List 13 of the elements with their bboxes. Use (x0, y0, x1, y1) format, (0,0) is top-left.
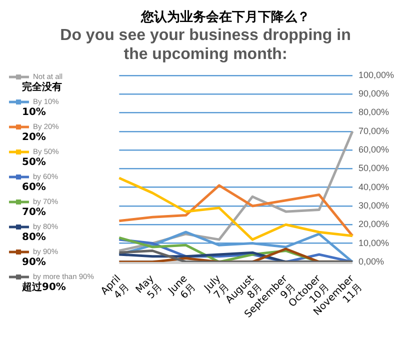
y-tick-label: 70,00% (358, 126, 389, 136)
chart-subtitle: Do you see your business dropping in the upcoming month: (59, 26, 352, 64)
y-tick-label: 60,00% (358, 144, 389, 154)
y-tick-label: 20,00% (358, 219, 389, 230)
y-tick-label: 40,00% (358, 182, 389, 192)
y-tick-label: 0,00% (358, 256, 384, 266)
y-tick-label: 50,00% (358, 163, 389, 174)
y-tick-label: 90,00% (358, 88, 389, 99)
chart-title: 您认为业务会在下月下降么？ (140, 9, 311, 26)
y-tick-label: 10,00% (358, 238, 389, 248)
y-tick-label: 30,00% (358, 200, 389, 210)
y-tick-label: 100,00% (358, 70, 394, 80)
y-tick-label: 80,00% (358, 107, 389, 118)
